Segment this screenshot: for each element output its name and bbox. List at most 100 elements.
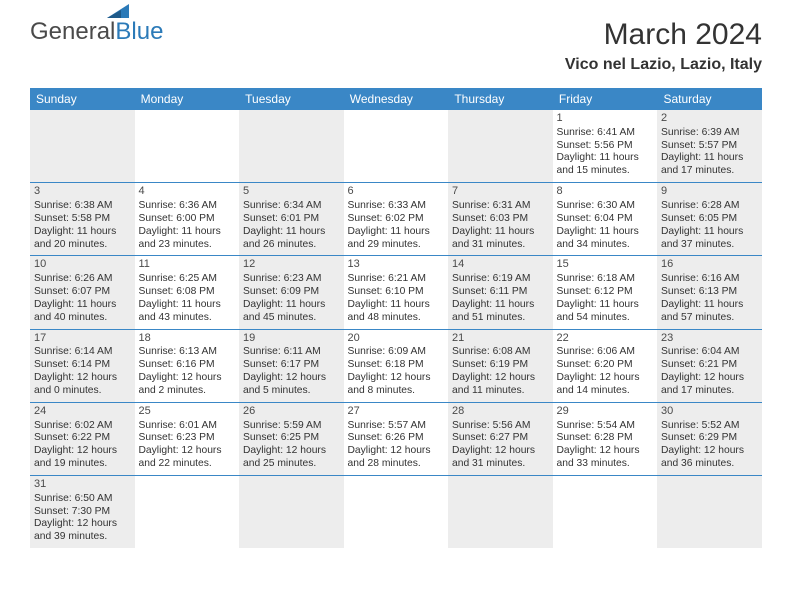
dl2-line: and 14 minutes.	[557, 385, 654, 398]
sunset-line: Sunset: 6:20 PM	[557, 359, 654, 372]
day-number: 4	[139, 185, 236, 199]
calendar-cell	[135, 476, 240, 548]
calendar-cell: 15Sunrise: 6:18 AMSunset: 6:12 PMDayligh…	[553, 256, 658, 328]
sunset-line: Sunset: 5:57 PM	[661, 140, 758, 153]
sunrise-line: Sunrise: 6:16 AM	[661, 273, 758, 286]
sunset-line: Sunset: 6:23 PM	[139, 432, 236, 445]
sunset-line: Sunset: 6:07 PM	[34, 286, 131, 299]
dl2-line: and 8 minutes.	[348, 385, 445, 398]
sunset-line: Sunset: 6:18 PM	[348, 359, 445, 372]
dl2-line: and 20 minutes.	[34, 239, 131, 252]
day-number: 21	[452, 332, 549, 346]
sunrise-line: Sunrise: 6:18 AM	[557, 273, 654, 286]
sunrise-line: Sunrise: 6:06 AM	[557, 346, 654, 359]
sunset-line: Sunset: 6:27 PM	[452, 432, 549, 445]
sunrise-line: Sunrise: 6:23 AM	[243, 273, 340, 286]
dl2-line: and 25 minutes.	[243, 458, 340, 471]
dl1-line: Daylight: 12 hours	[661, 372, 758, 385]
calendar-cell: 30Sunrise: 5:52 AMSunset: 6:29 PMDayligh…	[657, 403, 762, 475]
dl1-line: Daylight: 12 hours	[243, 372, 340, 385]
sunrise-line: Sunrise: 5:59 AM	[243, 420, 340, 433]
week-row: 31Sunrise: 6:50 AMSunset: 7:30 PMDayligh…	[30, 476, 762, 548]
dl1-line: Daylight: 12 hours	[452, 445, 549, 458]
sunrise-line: Sunrise: 6:36 AM	[139, 200, 236, 213]
day-number: 22	[557, 332, 654, 346]
week-row: 24Sunrise: 6:02 AMSunset: 6:22 PMDayligh…	[30, 403, 762, 476]
day-number: 1	[557, 112, 654, 126]
dl1-line: Daylight: 11 hours	[243, 226, 340, 239]
sunset-line: Sunset: 6:02 PM	[348, 213, 445, 226]
day-header: Friday	[553, 88, 658, 110]
dl2-line: and 17 minutes.	[661, 165, 758, 178]
calendar-cell	[30, 110, 135, 182]
sunset-line: Sunset: 6:29 PM	[661, 432, 758, 445]
dl2-line: and 15 minutes.	[557, 165, 654, 178]
dl2-line: and 57 minutes.	[661, 312, 758, 325]
day-number: 25	[139, 405, 236, 419]
sunrise-line: Sunrise: 6:13 AM	[139, 346, 236, 359]
sunrise-line: Sunrise: 6:19 AM	[452, 273, 549, 286]
dl2-line: and 31 minutes.	[452, 239, 549, 252]
day-number: 31	[34, 478, 131, 492]
dl2-line: and 28 minutes.	[348, 458, 445, 471]
dl2-line: and 26 minutes.	[243, 239, 340, 252]
day-header: Thursday	[448, 88, 553, 110]
day-header: Monday	[135, 88, 240, 110]
logo-text-blue: Blue	[115, 18, 163, 45]
calendar-cell: 17Sunrise: 6:14 AMSunset: 6:14 PMDayligh…	[30, 330, 135, 402]
sunset-line: Sunset: 5:56 PM	[557, 140, 654, 153]
calendar-cell	[344, 110, 449, 182]
dl1-line: Daylight: 12 hours	[139, 445, 236, 458]
dl1-line: Daylight: 11 hours	[557, 152, 654, 165]
sunrise-line: Sunrise: 6:50 AM	[34, 493, 131, 506]
dl2-line: and 17 minutes.	[661, 385, 758, 398]
calendar-cell: 2Sunrise: 6:39 AMSunset: 5:57 PMDaylight…	[657, 110, 762, 182]
day-number: 24	[34, 405, 131, 419]
dl1-line: Daylight: 11 hours	[34, 299, 131, 312]
day-number: 8	[557, 185, 654, 199]
sunset-line: Sunset: 6:08 PM	[139, 286, 236, 299]
sunset-line: Sunset: 6:25 PM	[243, 432, 340, 445]
calendar-cell: 7Sunrise: 6:31 AMSunset: 6:03 PMDaylight…	[448, 183, 553, 255]
dl1-line: Daylight: 11 hours	[348, 299, 445, 312]
sunset-line: Sunset: 6:22 PM	[34, 432, 131, 445]
calendar-cell	[344, 476, 449, 548]
sunrise-line: Sunrise: 5:56 AM	[452, 420, 549, 433]
sunset-line: Sunset: 6:01 PM	[243, 213, 340, 226]
dl2-line: and 34 minutes.	[557, 239, 654, 252]
dl2-line: and 36 minutes.	[661, 458, 758, 471]
day-header: Saturday	[657, 88, 762, 110]
week-row: 10Sunrise: 6:26 AMSunset: 6:07 PMDayligh…	[30, 256, 762, 329]
calendar-cell: 8Sunrise: 6:30 AMSunset: 6:04 PMDaylight…	[553, 183, 658, 255]
sunrise-line: Sunrise: 6:26 AM	[34, 273, 131, 286]
dl1-line: Daylight: 12 hours	[34, 372, 131, 385]
calendar-cell: 26Sunrise: 5:59 AMSunset: 6:25 PMDayligh…	[239, 403, 344, 475]
calendar-cell	[553, 476, 658, 548]
week-row: 17Sunrise: 6:14 AMSunset: 6:14 PMDayligh…	[30, 330, 762, 403]
calendar-cell: 19Sunrise: 6:11 AMSunset: 6:17 PMDayligh…	[239, 330, 344, 402]
week-row: 3Sunrise: 6:38 AMSunset: 5:58 PMDaylight…	[30, 183, 762, 256]
calendar-cell: 3Sunrise: 6:38 AMSunset: 5:58 PMDaylight…	[30, 183, 135, 255]
calendar-cell: 20Sunrise: 6:09 AMSunset: 6:18 PMDayligh…	[344, 330, 449, 402]
day-number: 6	[348, 185, 445, 199]
sunset-line: Sunset: 6:17 PM	[243, 359, 340, 372]
dl2-line: and 37 minutes.	[661, 239, 758, 252]
dl1-line: Daylight: 11 hours	[452, 299, 549, 312]
sunset-line: Sunset: 6:10 PM	[348, 286, 445, 299]
day-number: 11	[139, 258, 236, 272]
dl2-line: and 39 minutes.	[34, 531, 131, 544]
sunrise-line: Sunrise: 5:57 AM	[348, 420, 445, 433]
calendar-cell: 31Sunrise: 6:50 AMSunset: 7:30 PMDayligh…	[30, 476, 135, 548]
dl1-line: Daylight: 12 hours	[139, 372, 236, 385]
sunset-line: Sunset: 6:12 PM	[557, 286, 654, 299]
day-header: Wednesday	[344, 88, 449, 110]
dl1-line: Daylight: 12 hours	[243, 445, 340, 458]
dl2-line: and 48 minutes.	[348, 312, 445, 325]
sunset-line: Sunset: 6:03 PM	[452, 213, 549, 226]
calendar-cell	[239, 476, 344, 548]
calendar: SundayMondayTuesdayWednesdayThursdayFrid…	[30, 88, 762, 548]
sunrise-line: Sunrise: 6:14 AM	[34, 346, 131, 359]
dl1-line: Daylight: 12 hours	[452, 372, 549, 385]
logo: GeneralBlue	[30, 18, 163, 46]
day-number: 27	[348, 405, 445, 419]
